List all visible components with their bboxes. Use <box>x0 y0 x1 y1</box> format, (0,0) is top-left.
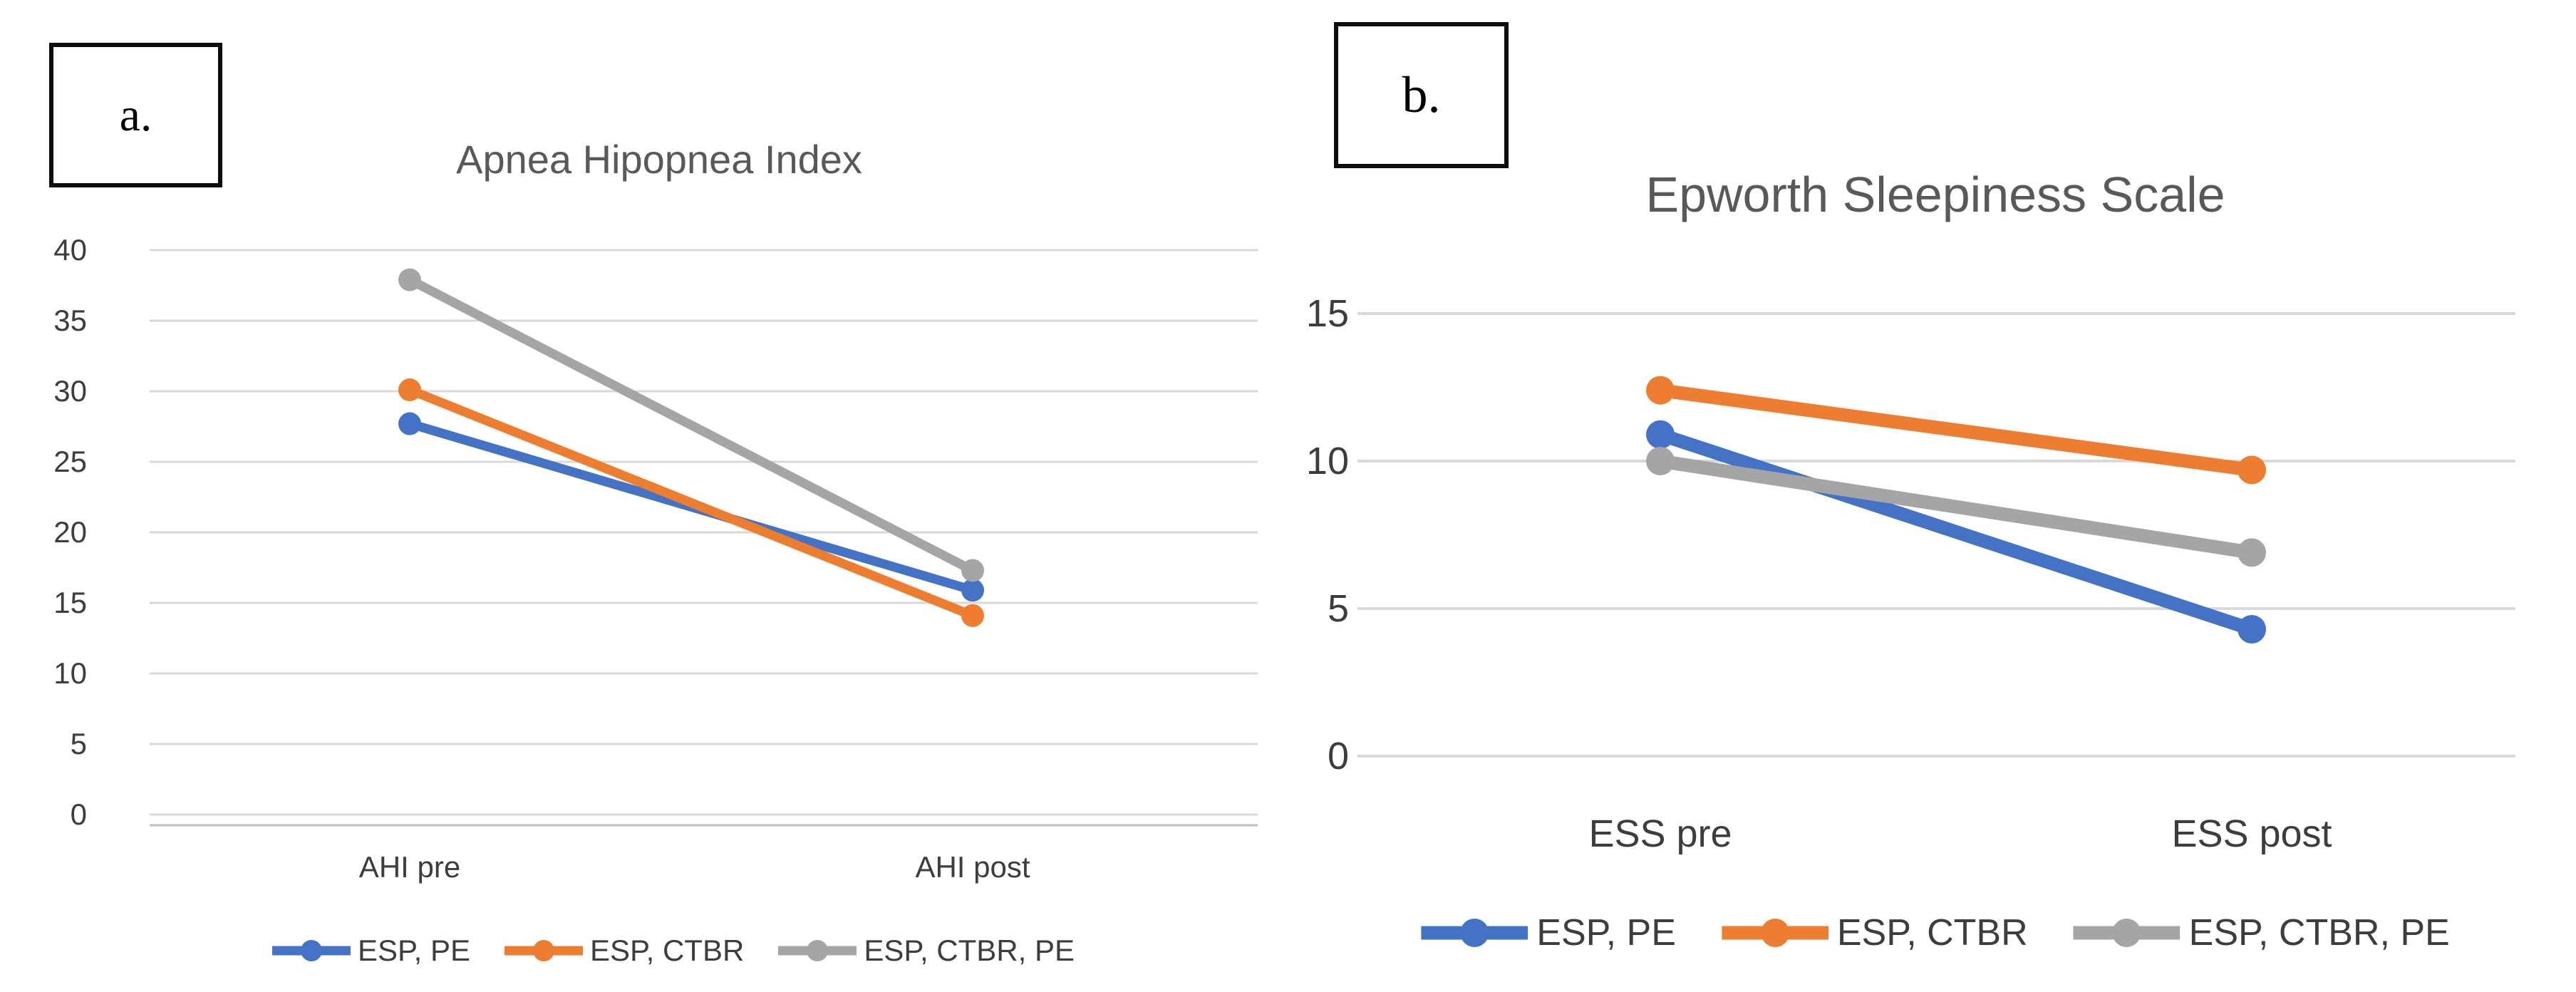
data-point-marker <box>1646 376 1675 405</box>
data-point-marker <box>398 412 421 435</box>
data-point-marker <box>2238 538 2266 567</box>
data-point-marker <box>961 604 984 627</box>
series-line-esp-ctbr <box>1659 383 2253 477</box>
series-line-esp-ctbr <box>408 385 975 620</box>
data-point-marker <box>2238 455 2266 485</box>
data-point-marker <box>1646 447 1675 475</box>
data-point-marker <box>961 559 984 582</box>
data-point-marker <box>398 378 421 402</box>
series-line-esp-ctbr-pe <box>1659 454 2253 559</box>
series-line-esp-pe <box>1658 428 2254 636</box>
series-line-esp-ctbr-pe <box>408 275 975 575</box>
data-point-marker <box>398 268 421 291</box>
data-point-marker <box>1646 420 1675 449</box>
data-point-marker <box>961 579 984 602</box>
data-point-marker <box>2238 614 2266 644</box>
